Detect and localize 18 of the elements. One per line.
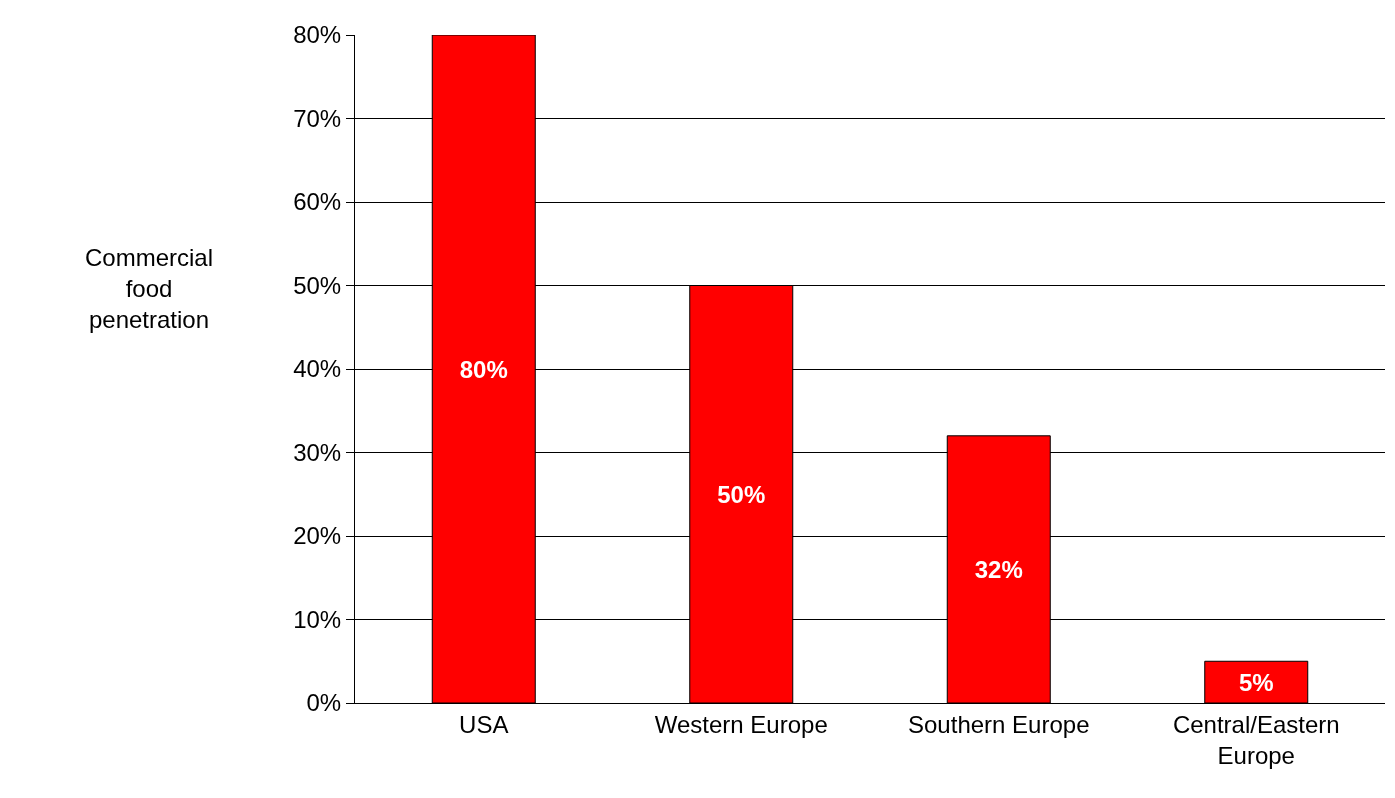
y-tick-label: 10%	[293, 605, 342, 633]
y-tick-label: 50%	[293, 271, 342, 299]
y-tick-label: 30%	[293, 438, 342, 466]
data-label: 32%	[974, 555, 1023, 583]
data-label: 80%	[459, 355, 508, 383]
data-label: 50%	[717, 480, 766, 508]
y-tick-label: 60%	[293, 188, 342, 216]
x-tick-label: USA	[459, 710, 509, 738]
y-tick-label: 20%	[293, 522, 342, 550]
y-tick-label: 80%	[293, 21, 342, 49]
y-tick-label: 40%	[293, 355, 342, 383]
y-tick-label: 0%	[306, 689, 342, 717]
x-tick-label: Central/Eastern Europe	[1172, 710, 1340, 769]
y-tick-label: 70%	[293, 104, 342, 132]
data-label: 5%	[1238, 668, 1274, 696]
x-tick-label: Southern Europe	[908, 710, 1090, 738]
x-tick-label: Western Europe	[654, 710, 828, 738]
y-axis-title: Commercial food penetration	[85, 244, 214, 334]
